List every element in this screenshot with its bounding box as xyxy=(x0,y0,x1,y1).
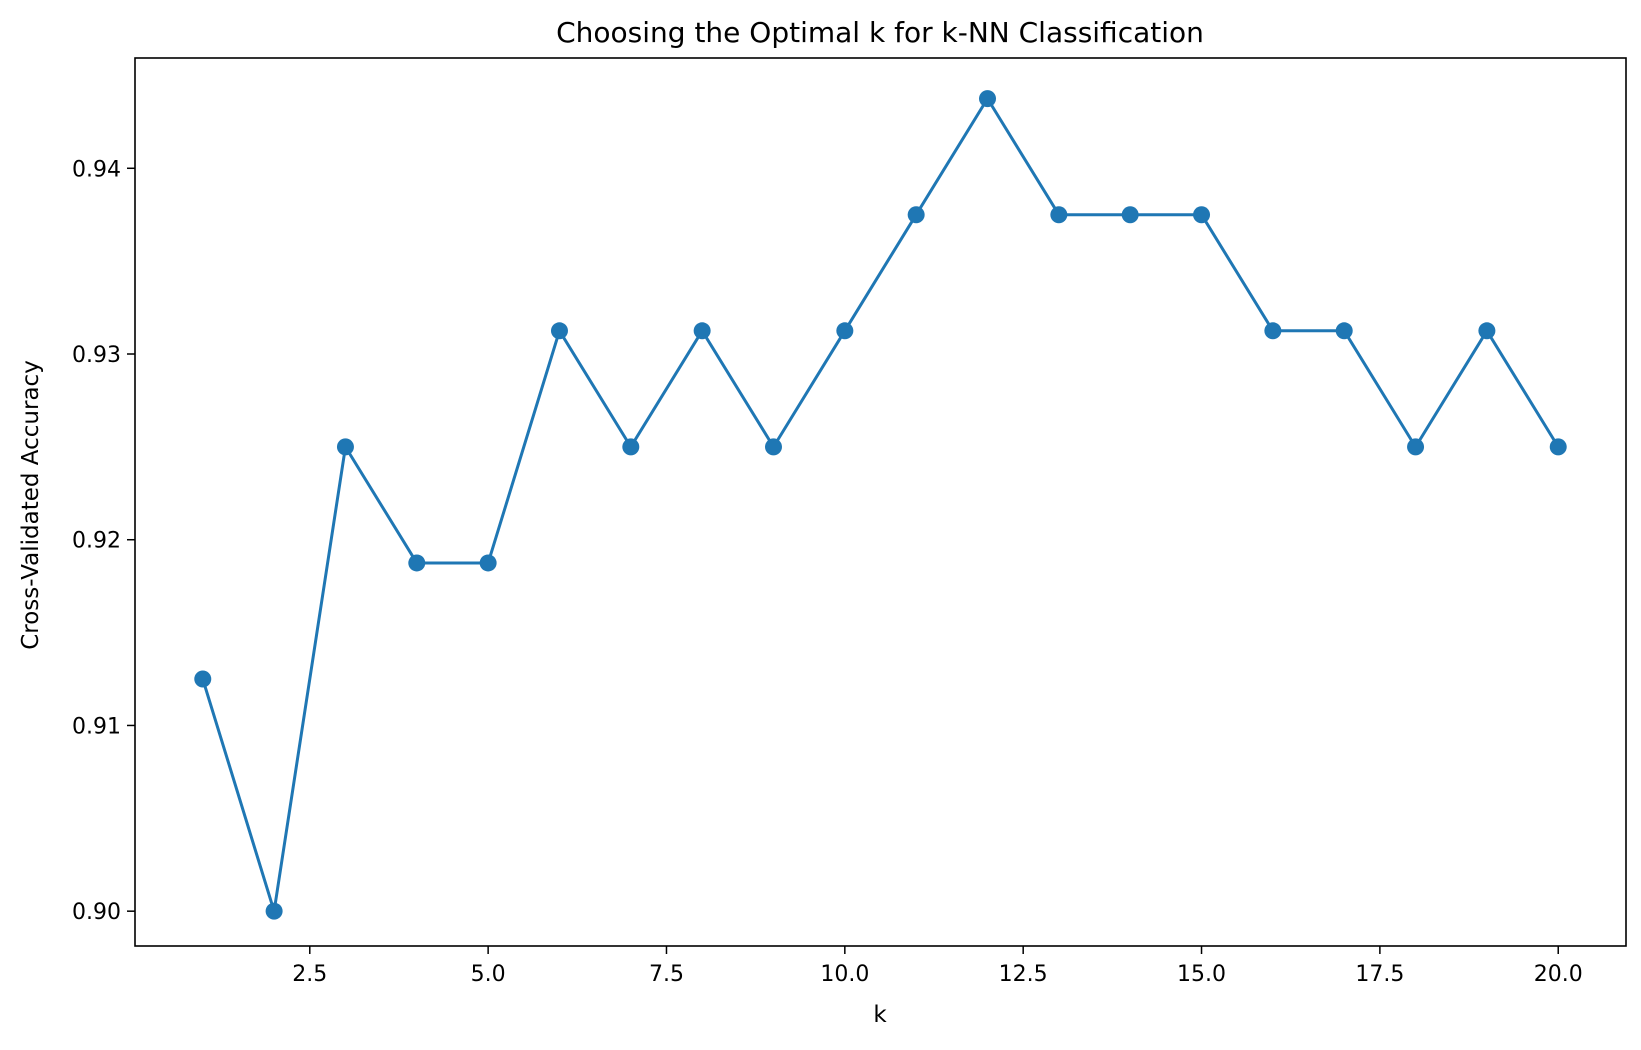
axes-frame xyxy=(134,57,1627,947)
x-axis-label: k xyxy=(873,1002,887,1028)
x-tick-label: 5.0 xyxy=(471,962,506,987)
x-tick-label: 2.5 xyxy=(292,962,327,987)
data-point xyxy=(1121,206,1139,224)
data-point xyxy=(693,322,711,340)
data-point xyxy=(336,438,354,456)
data-point xyxy=(479,554,497,572)
plot-area: 2.5 5.0 7.5 10.0 12.5 15.0 17.5 20.0 0.90 0.91 0.9… xyxy=(72,57,1627,987)
y-tick-label: 0.92 xyxy=(72,529,121,554)
data-point xyxy=(408,554,426,572)
data-point xyxy=(979,90,997,108)
data-point xyxy=(1193,206,1211,224)
y-tick-label: 0.90 xyxy=(72,900,121,925)
data-point xyxy=(550,322,568,340)
y-tick-label: 0.91 xyxy=(72,714,121,739)
y-axis-label: Cross-Validated Accuracy xyxy=(18,360,44,650)
data-point xyxy=(907,206,925,224)
x-tick-label: 7.5 xyxy=(649,962,684,987)
data-point xyxy=(622,438,640,456)
data-point xyxy=(764,438,782,456)
data-point xyxy=(1264,322,1282,340)
data-point xyxy=(836,322,854,340)
data-point xyxy=(1050,206,1068,224)
data-point xyxy=(265,902,283,920)
y-tick-label: 0.93 xyxy=(72,343,121,368)
series-line xyxy=(201,97,1560,913)
data-point xyxy=(1407,438,1425,456)
x-tick-label: 12.5 xyxy=(999,962,1048,987)
y-tick-label: 0.94 xyxy=(72,157,121,182)
data-point xyxy=(1549,438,1567,456)
x-tick-label: 10.0 xyxy=(820,962,869,987)
x-tick-label: 15.0 xyxy=(1177,962,1226,987)
x-tick-label: 17.5 xyxy=(1355,962,1404,987)
chart-title: Choosing the Optimal k for k-NN Classifi… xyxy=(556,16,1204,49)
data-point xyxy=(1478,322,1496,340)
data-point xyxy=(1335,322,1353,340)
x-tick-label: 20.0 xyxy=(1534,962,1583,987)
data-point xyxy=(194,670,212,688)
